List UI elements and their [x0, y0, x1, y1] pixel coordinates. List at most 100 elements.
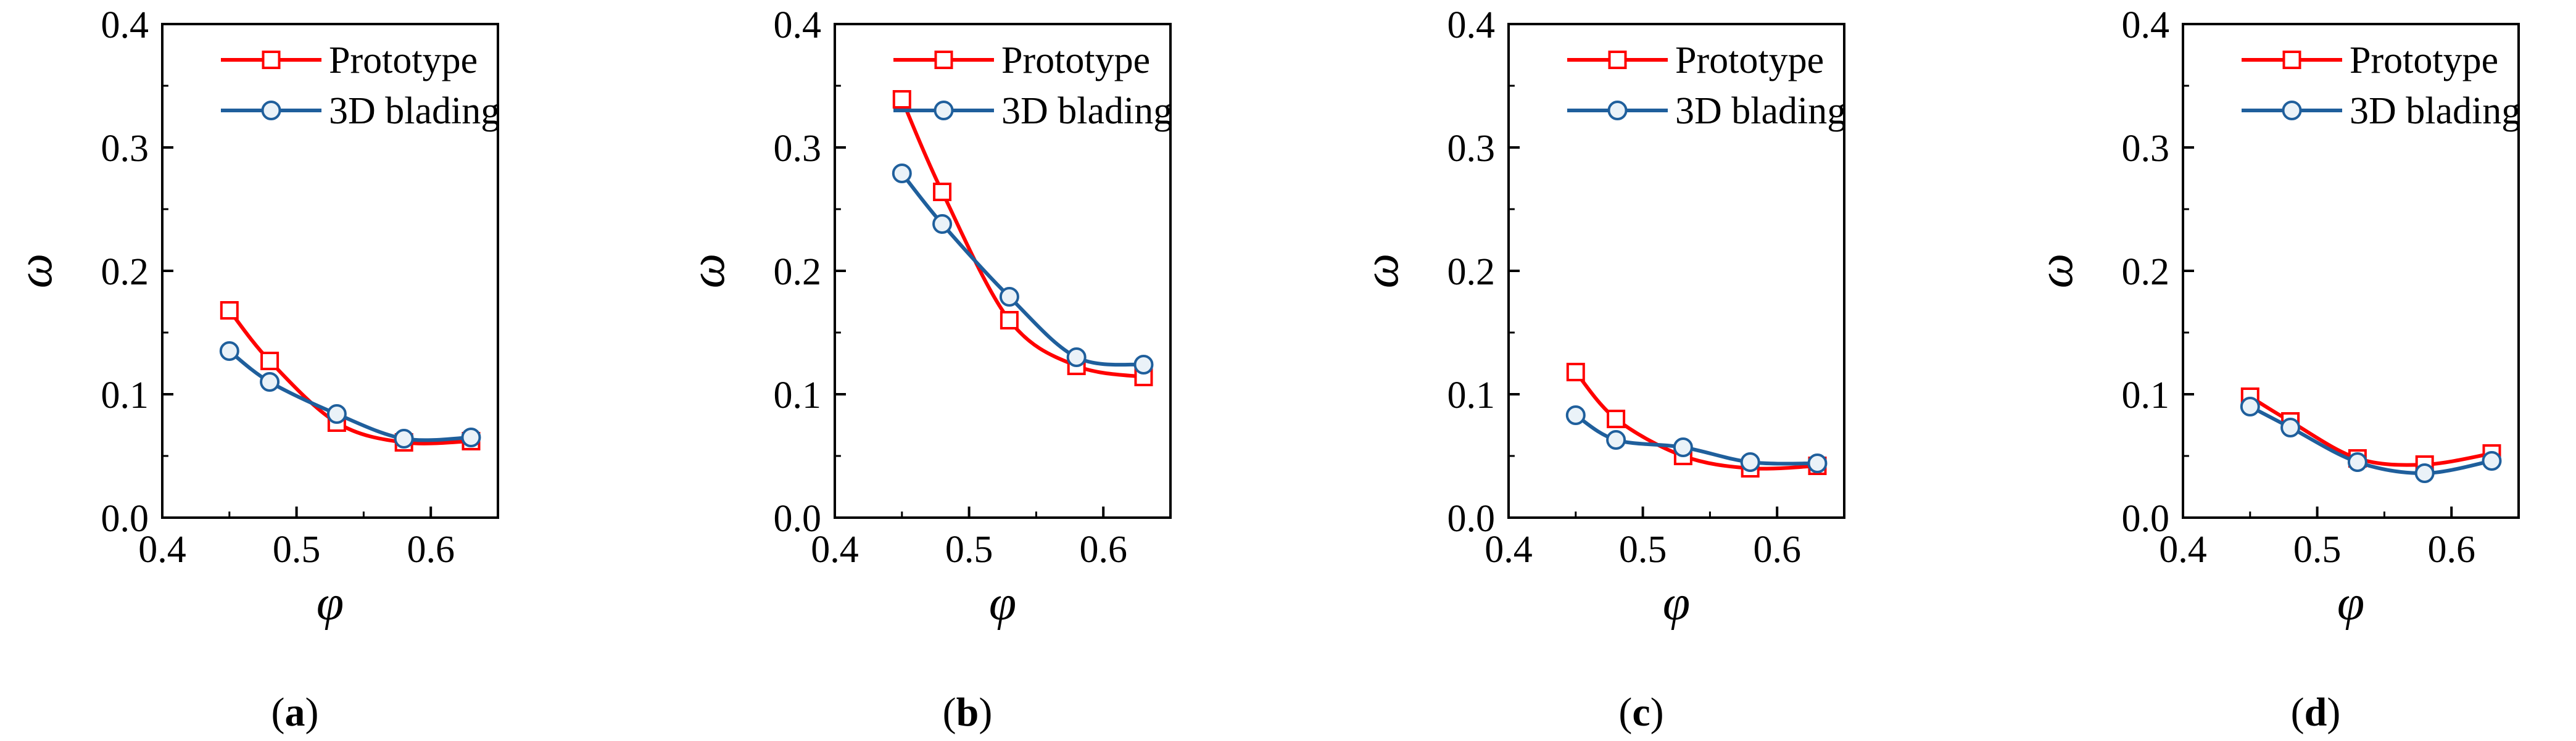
legend-label: 3D blading: [2350, 90, 2520, 132]
y-tick-label: 0.2: [774, 251, 822, 293]
x-tick-label: 0.4: [138, 529, 186, 571]
legend-marker-circle: [934, 101, 954, 120]
data-point-3d-blading: [394, 429, 414, 449]
y-axis-label: ω: [8, 254, 62, 288]
y-axis-label: ω: [681, 254, 735, 288]
data-point-3d-blading: [219, 341, 239, 361]
legend-marker-circle: [1607, 101, 1628, 120]
data-point-3d-blading: [2414, 463, 2435, 483]
y-tick-label: 0.3: [101, 128, 149, 170]
y-tick-label: 0.4: [101, 4, 149, 46]
y-tick-label: 0.1: [2122, 375, 2170, 416]
data-point-3d-blading: [1066, 347, 1087, 367]
data-point-prototype: [892, 90, 911, 109]
x-tick-label: 0.5: [2293, 529, 2342, 571]
legend-marker-square: [262, 51, 281, 69]
legend-marker-circle: [2282, 101, 2302, 120]
x-axis-label: φ: [2337, 576, 2364, 631]
legend-label: Prototype: [329, 39, 478, 81]
legend-label: 3D blading: [329, 90, 500, 132]
data-point-prototype: [1566, 363, 1585, 381]
caption-letter: b: [956, 690, 979, 735]
legend-marker-square: [934, 51, 953, 69]
chart-panel-d: 0.0 0.1 0.2 0.3 0.4 0.4 0.5 0.6 φ ω Prototype 3D bl…: [2029, 4, 2520, 735]
data-point-3d-blading: [1565, 405, 1586, 425]
panel-caption: (a): [271, 690, 319, 735]
data-point-3d-blading: [1740, 452, 1760, 472]
legend-marker-square: [2282, 51, 2301, 69]
caption-close-paren: ): [305, 690, 319, 735]
data-point-3d-blading: [461, 428, 481, 447]
legend-label: Prototype: [1675, 39, 1824, 81]
caption-close-paren: ): [979, 690, 992, 735]
x-axis-label: φ: [989, 576, 1016, 631]
caption-open-paren: (: [943, 690, 956, 735]
data-point-3d-blading: [260, 372, 280, 392]
data-point-3d-blading: [1807, 453, 1828, 473]
y-tick-label: 0.1: [101, 375, 149, 416]
data-point-3d-blading: [326, 404, 347, 424]
x-tick-label: 0.4: [811, 529, 859, 571]
x-tick-label: 0.5: [945, 529, 993, 571]
caption-letter: d: [2305, 690, 2327, 735]
data-point-prototype: [1607, 410, 1626, 428]
y-tick-label: 0.0: [1447, 498, 1496, 540]
data-point-3d-blading: [999, 287, 1019, 307]
data-point-prototype: [260, 352, 280, 370]
x-tick-label: 0.6: [2427, 529, 2475, 571]
chart-panel-b: 0.0 0.1 0.2 0.3 0.4 0.4 0.5 0.6 φ ω Prototype 3D bl…: [681, 4, 1172, 735]
chart-panel-c: 0.0 0.1 0.2 0.3 0.4 0.4 0.5 0.6 φ ω Prototype 3D bl…: [1354, 4, 1846, 735]
data-point-3d-blading: [2240, 397, 2260, 416]
x-tick-label: 0.4: [2159, 529, 2207, 571]
x-axis-label: φ: [317, 576, 344, 631]
y-tick-label: 0.4: [2122, 4, 2170, 46]
y-axis-label: ω: [1354, 254, 1409, 288]
x-tick-label: 0.6: [407, 529, 455, 571]
legend-label: 3D blading: [1001, 90, 1172, 132]
data-point-3d-blading: [1133, 355, 1154, 375]
legend-label: 3D blading: [1675, 90, 1846, 132]
data-point-3d-blading: [1606, 430, 1626, 450]
y-tick-label: 0.4: [1447, 4, 1496, 46]
y-tick-label: 0.1: [774, 375, 822, 416]
caption-close-paren: ): [1650, 690, 1664, 735]
x-tick-label: 0.6: [1079, 529, 1127, 571]
data-point-3d-blading: [932, 214, 953, 234]
y-tick-label: 0.0: [774, 498, 822, 540]
data-point-3d-blading: [2280, 418, 2301, 437]
legend-marker-circle: [261, 101, 281, 120]
caption-open-paren: (: [271, 690, 285, 735]
caption-open-paren: (: [2291, 690, 2305, 735]
y-axis-label: ω: [2029, 254, 2083, 288]
panel-caption: (b): [943, 690, 993, 735]
x-tick-label: 0.6: [1753, 529, 1801, 571]
caption-open-paren: (: [1618, 690, 1632, 735]
panel-caption: (d): [2291, 690, 2341, 735]
legend-label: Prototype: [1001, 39, 1150, 81]
y-tick-label: 0.3: [1447, 128, 1496, 170]
data-point-3d-blading: [892, 164, 912, 183]
data-point-3d-blading: [1673, 437, 1693, 457]
y-tick-label: 0.2: [101, 251, 149, 293]
y-tick-label: 0.2: [2122, 251, 2170, 293]
panel-caption: (c): [1618, 690, 1663, 735]
caption-close-paren: ): [2327, 690, 2340, 735]
chart-panel-a: 0.0 0.1 0.2 0.3 0.4 0.4 0.5 0.6 φ ω Prototype 3D bl…: [8, 4, 500, 735]
series-line-prototype: [900, 98, 1144, 379]
legend-label: Prototype: [2350, 39, 2498, 81]
y-tick-label: 0.1: [1447, 375, 1496, 416]
x-axis-label: φ: [1663, 576, 1690, 631]
y-tick-label: 0.0: [2122, 498, 2170, 540]
caption-letter: c: [1632, 690, 1650, 735]
data-point-3d-blading: [2482, 451, 2502, 471]
x-tick-label: 0.5: [1619, 529, 1667, 571]
y-tick-label: 0.0: [101, 498, 149, 540]
caption-letter: a: [285, 690, 305, 735]
legend-marker-square: [1608, 51, 1627, 69]
x-tick-label: 0.5: [273, 529, 321, 571]
data-point-prototype: [220, 301, 239, 320]
data-point-prototype: [1000, 311, 1019, 329]
y-tick-label: 0.3: [774, 128, 822, 170]
data-point-prototype: [933, 183, 952, 201]
